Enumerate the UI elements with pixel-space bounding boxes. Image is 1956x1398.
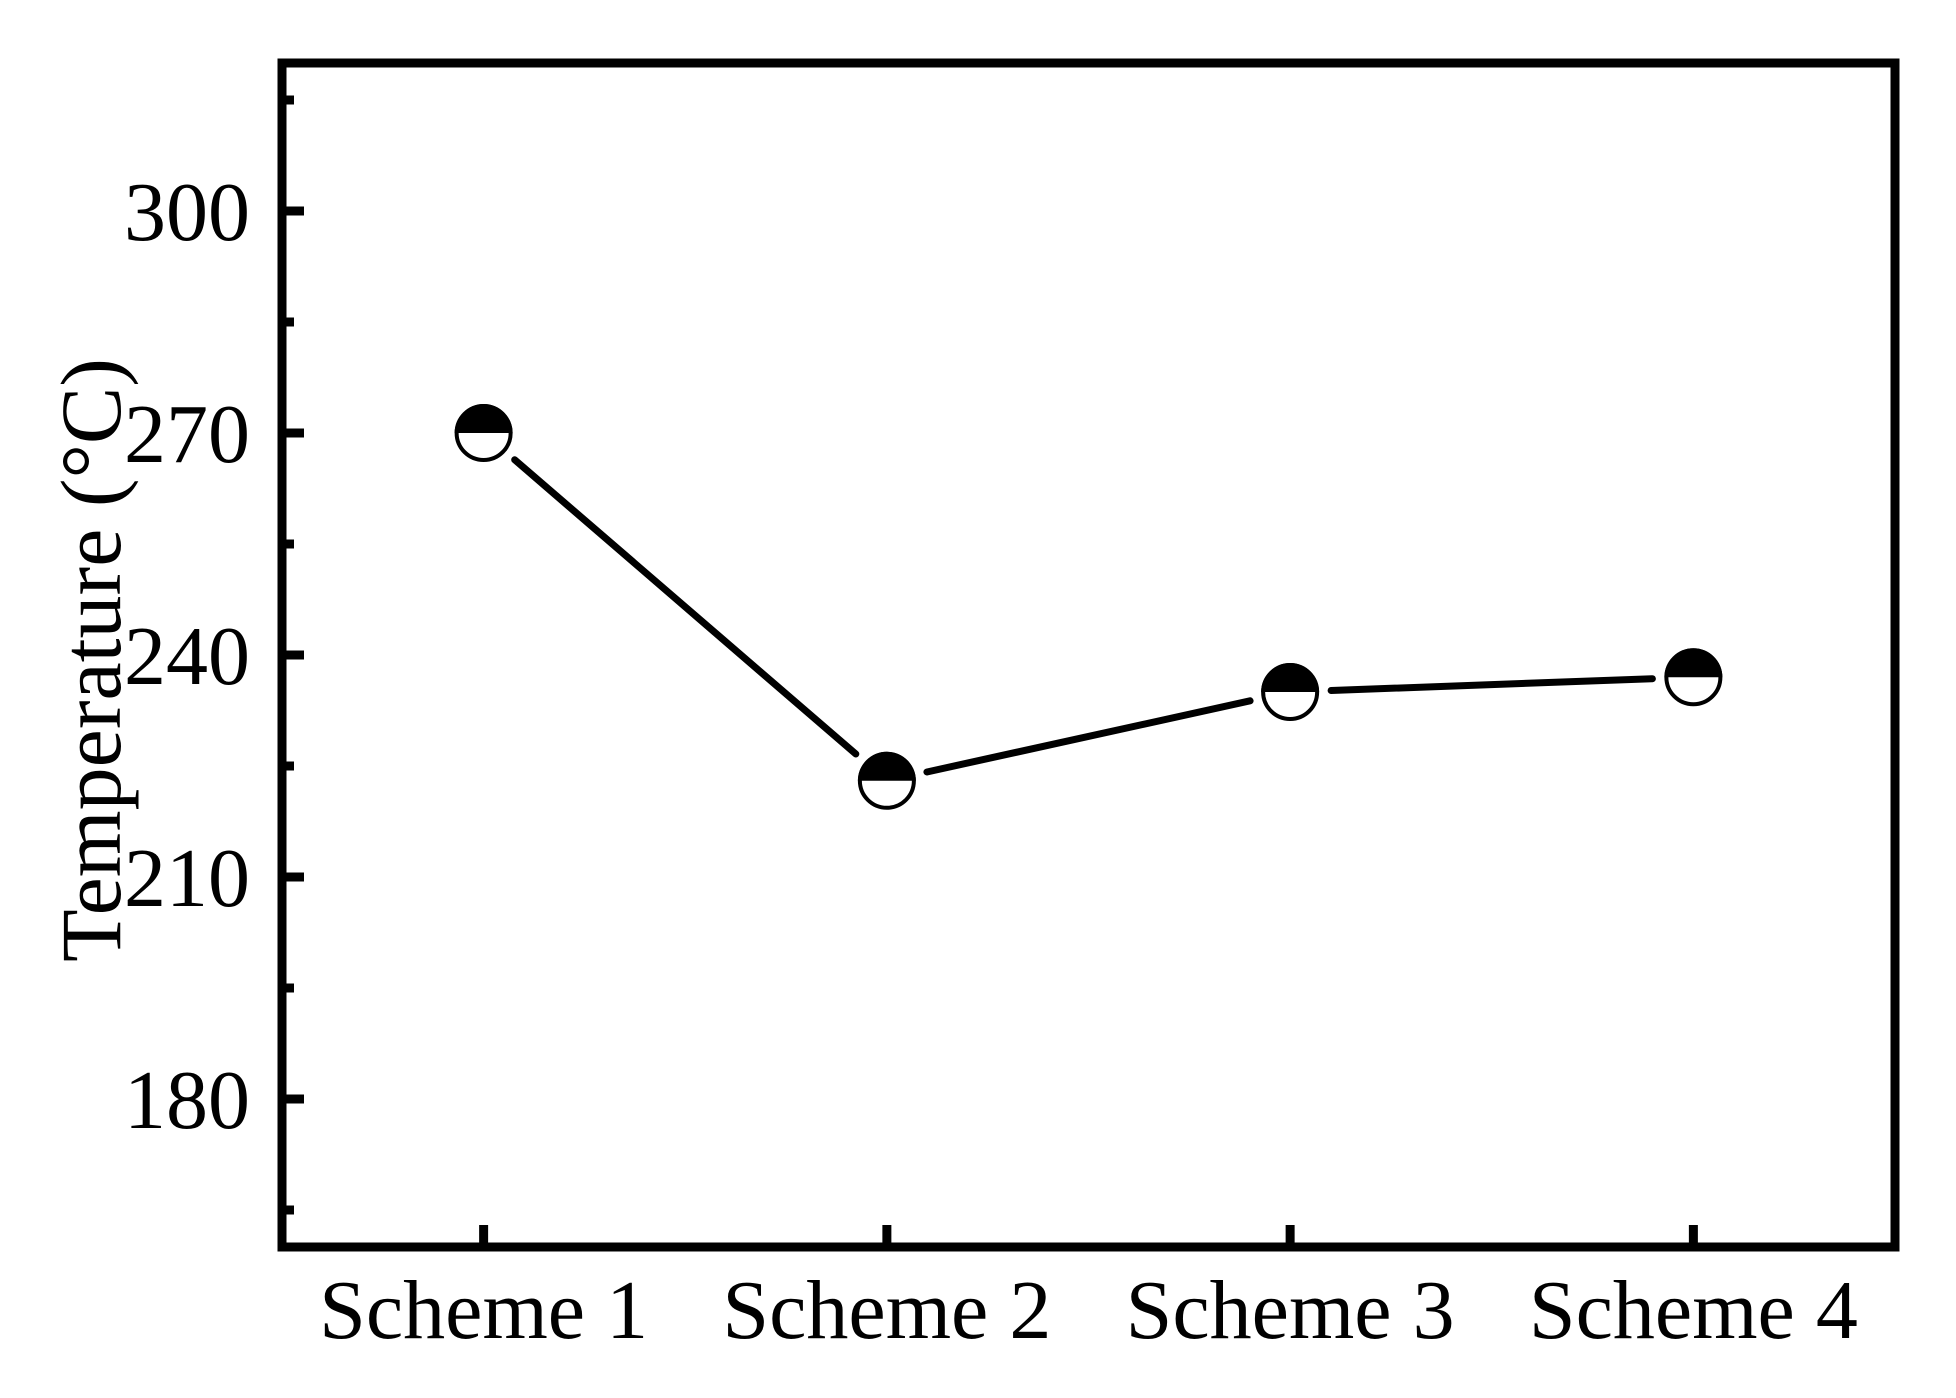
x-category-label: Scheme 2: [722, 1264, 1051, 1357]
y-axis-title: Temperature (°C): [43, 358, 139, 962]
x-category-label: Scheme 4: [1529, 1264, 1858, 1357]
y-tick-label: 240: [124, 610, 250, 703]
x-category-label: Scheme 3: [1126, 1264, 1455, 1357]
data-point-marker-top-half: [1261, 663, 1320, 692]
series-line-segment: [923, 697, 1254, 776]
y-tick-label: 180: [124, 1054, 250, 1147]
data-point-marker-top-half: [454, 404, 513, 433]
series-line-segment: [1327, 675, 1656, 694]
y-tick-label: 300: [124, 166, 250, 259]
plot-frame: [277, 58, 1900, 1252]
series-line-segment: [511, 456, 860, 758]
data-point-marker-top-half: [857, 751, 916, 781]
data-point-marker-top-half: [1664, 648, 1723, 678]
y-tick-label: 270: [124, 388, 250, 481]
x-category-label: Scheme 1: [319, 1264, 648, 1357]
y-tick-label: 210: [124, 832, 250, 925]
